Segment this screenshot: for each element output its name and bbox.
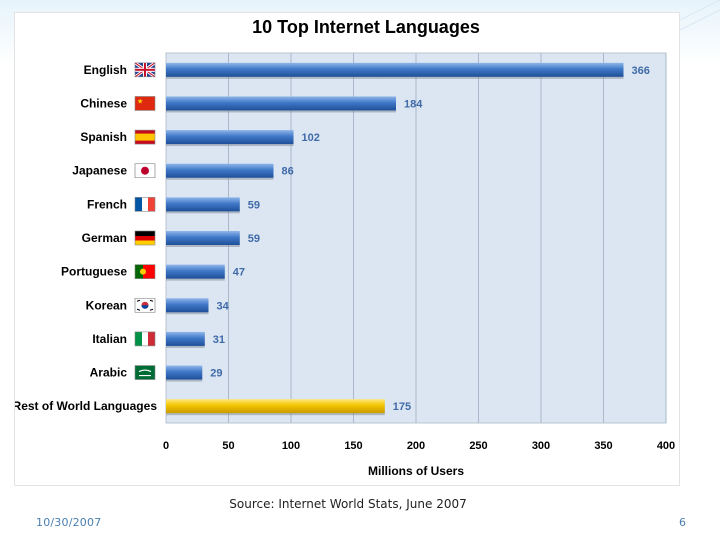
value-label: 86 (282, 166, 294, 178)
category-label: Portuguese (61, 265, 127, 279)
bar (166, 399, 385, 414)
spain-flag-icon (134, 129, 156, 145)
x-tick-label: 300 (532, 440, 550, 452)
value-labels: 366 184 102 86 59 59 47 34 31 29 175 (210, 65, 650, 413)
x-axis-label: Millions of Users (368, 464, 464, 478)
category-label: Rest of World Languages (15, 399, 157, 413)
slide-number: 6 (679, 516, 686, 529)
bar (166, 163, 274, 178)
bar (166, 96, 396, 111)
value-label: 31 (213, 334, 225, 346)
x-tick-label: 400 (657, 440, 675, 452)
value-label: 47 (233, 267, 245, 279)
value-label: 184 (404, 98, 423, 110)
value-label: 59 (248, 199, 260, 211)
category-label: Japanese (72, 164, 127, 178)
category-label: French (87, 197, 127, 211)
bar-chart: 10 Top Internet Languages ★ English Chine… (15, 17, 675, 478)
saudi-flag-icon (134, 365, 156, 380)
bar (166, 264, 225, 279)
x-tick-label: 150 (344, 440, 362, 452)
portugal-flag-icon (134, 264, 156, 279)
flags: ★ (134, 61, 156, 380)
bar (166, 365, 203, 380)
category-label: German (82, 231, 127, 245)
x-tick-label: 350 (594, 440, 612, 452)
category-labels: English Chinese Spanish Japanese French Germa… (15, 63, 157, 413)
category-label: Spanish (80, 130, 127, 144)
category-label: Korean (86, 298, 127, 312)
value-label: 59 (248, 233, 260, 245)
chart-title: 10 Top Internet Languages (252, 17, 480, 37)
bar (166, 62, 624, 77)
bar (166, 231, 240, 245)
slide-date: 10/30/2007 (36, 516, 102, 529)
value-label: 175 (393, 401, 411, 413)
x-tick-label: 200 (407, 440, 425, 452)
korea-flag-icon (134, 297, 156, 313)
bar (166, 130, 294, 145)
bars (166, 62, 624, 416)
italy-flag-icon (134, 331, 156, 347)
category-label: Italian (92, 332, 127, 346)
bar (166, 298, 209, 313)
x-tick-label: 250 (469, 440, 487, 452)
uk-flag-icon (134, 61, 156, 79)
x-tick-label: 0 (163, 440, 169, 452)
source-note: Source: Internet World Stats, June 2007 (229, 497, 467, 511)
value-label: 34 (217, 300, 230, 312)
bar (166, 331, 205, 346)
bar (166, 197, 240, 212)
chart-panel: 10 Top Internet Languages ★ English Chine… (14, 12, 680, 486)
value-label: 102 (302, 132, 320, 144)
germany-flag-icon (134, 230, 156, 246)
value-label: 366 (632, 65, 650, 77)
x-tick-labels: 0 50 100 150 200 250 300 350 400 (163, 440, 675, 452)
x-tick-label: 100 (282, 440, 300, 452)
x-tick-label: 50 (222, 440, 234, 452)
value-label: 29 (210, 368, 222, 380)
svg-text:★: ★ (137, 97, 143, 105)
france-flag-icon (134, 197, 156, 212)
category-label: English (84, 63, 127, 77)
china-flag-icon: ★ (134, 96, 156, 111)
japan-flag-icon (134, 163, 156, 179)
category-label: Arabic (90, 366, 128, 380)
category-label: Chinese (80, 96, 127, 110)
